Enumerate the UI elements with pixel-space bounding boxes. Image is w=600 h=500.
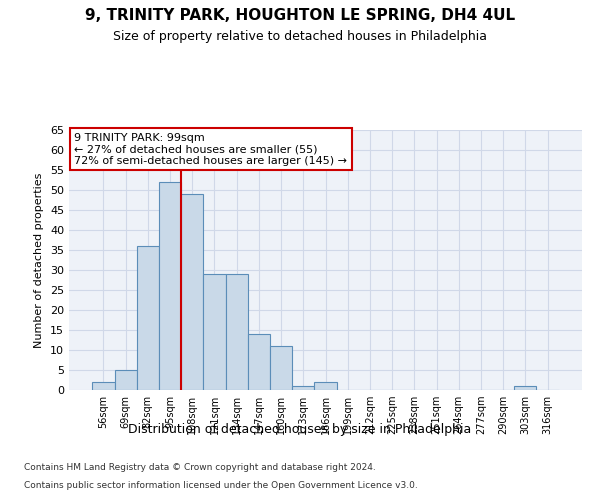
Bar xyxy=(203,274,226,390)
Text: Size of property relative to detached houses in Philadelphia: Size of property relative to detached ho… xyxy=(113,30,487,43)
Text: Contains HM Land Registry data © Crown copyright and database right 2024.: Contains HM Land Registry data © Crown c… xyxy=(24,462,376,471)
Text: Distribution of detached houses by size in Philadelphia: Distribution of detached houses by size … xyxy=(128,422,472,436)
Bar xyxy=(181,194,203,390)
Bar xyxy=(514,386,536,390)
Text: 9 TRINITY PARK: 99sqm
← 27% of detached houses are smaller (55)
72% of semi-deta: 9 TRINITY PARK: 99sqm ← 27% of detached … xyxy=(74,132,347,166)
Bar xyxy=(92,382,115,390)
Bar xyxy=(159,182,181,390)
Bar xyxy=(270,346,292,390)
Y-axis label: Number of detached properties: Number of detached properties xyxy=(34,172,44,348)
Bar xyxy=(314,382,337,390)
Text: 9, TRINITY PARK, HOUGHTON LE SPRING, DH4 4UL: 9, TRINITY PARK, HOUGHTON LE SPRING, DH4… xyxy=(85,8,515,22)
Bar xyxy=(137,246,159,390)
Text: Contains public sector information licensed under the Open Government Licence v3: Contains public sector information licen… xyxy=(24,481,418,490)
Bar xyxy=(226,274,248,390)
Bar xyxy=(115,370,137,390)
Bar xyxy=(292,386,314,390)
Bar xyxy=(248,334,270,390)
